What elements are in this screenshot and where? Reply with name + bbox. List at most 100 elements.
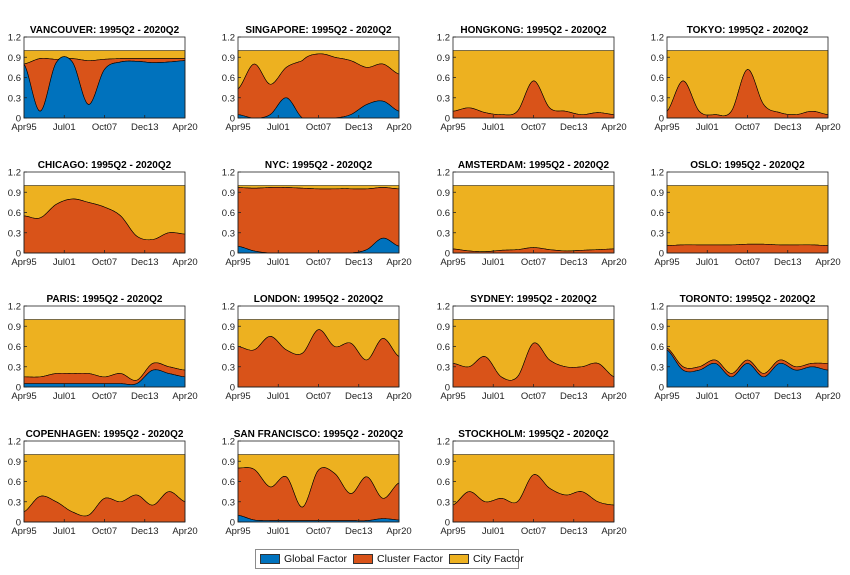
panel-11: 0 0.3 0.6 0.9 1.2 Apr95 Jul01 Oct07 Dec13 Apr20 SY… — [437, 294, 627, 402]
panel-6-xtick-label-3: Dec13 — [345, 257, 372, 268]
panel-13-xtick-label-4: Apr20 — [172, 526, 197, 537]
panel-11-title: SYDNEY: 1995Q2 - 2020Q2 — [470, 294, 597, 305]
panel-15: 0 0.3 0.6 0.9 1.2 Apr95 Jul01 Oct07 Dec13 Apr20 ST… — [437, 429, 627, 537]
panel-9-xtick-label-1: Jul01 — [53, 391, 76, 402]
panel-13-ytick-label-2: 0.6 — [8, 477, 21, 488]
panel-12-xtick-label-2: Oct07 — [735, 391, 760, 402]
panel-2-ytick-label-3: 0.9 — [222, 53, 235, 64]
panel-9-xtick-label-3: Dec13 — [131, 391, 158, 402]
panel-11-ytick-label-4: 1.2 — [437, 302, 450, 313]
panel-2-ytick-label-4: 1.2 — [222, 33, 235, 44]
panel-11-ytick-label-3: 0.9 — [437, 322, 450, 333]
panel-12-xtick-label-0: Apr95 — [654, 391, 679, 402]
legend-item-city: City Factor — [448, 553, 524, 565]
legend-label-global: Global Factor — [284, 553, 348, 565]
panel-15-xtick-label-2: Oct07 — [521, 526, 546, 537]
panel-7-xtick-label-3: Dec13 — [560, 257, 587, 268]
panel-12-global-area — [666, 349, 829, 388]
panel-4: 0 0.3 0.6 0.9 1.2 Apr95 Jul01 Oct07 Dec13 Apr20 TO… — [651, 25, 841, 133]
panel-13-xtick-label-0: Apr95 — [11, 526, 36, 537]
panel-6-ytick-label-1: 0.3 — [222, 228, 235, 239]
panel-8-title: OSLO: 1995Q2 - 2020Q2 — [690, 160, 805, 171]
panel-3-xtick-label-2: Oct07 — [521, 122, 546, 133]
panel-6-ytick-label-0: 0 — [230, 249, 235, 260]
panel-2-ytick-label-2: 0.6 — [222, 73, 235, 84]
panel-8-xtick-label-2: Oct07 — [735, 257, 760, 268]
panel-13-ytick-label-4: 1.2 — [8, 437, 21, 448]
panel-6-ytick-label-4: 1.2 — [222, 168, 235, 179]
panel-7: 0 0.3 0.6 0.9 1.2 Apr95 Jul01 Oct07 Dec13 Apr20 AM… — [437, 160, 627, 268]
panel-12: 0 0.3 0.6 0.9 1.2 Apr95 Jul01 Oct07 Dec13 Apr20 TO… — [651, 294, 841, 402]
panel-1-xtick-label-3: Dec13 — [131, 122, 158, 133]
panel-10-ytick-label-1: 0.3 — [222, 362, 235, 373]
panel-3-xtick-label-1: Jul01 — [482, 122, 505, 133]
panel-5-xtick-label-2: Oct07 — [92, 257, 117, 268]
panel-5-ytick-label-0: 0 — [16, 249, 21, 260]
panel-15-ytick-label-4: 1.2 — [437, 437, 450, 448]
panel-10-xtick-label-3: Dec13 — [345, 391, 372, 402]
panel-4-title: TOKYO: 1995Q2 - 2020Q2 — [687, 25, 809, 36]
legend-swatch-cluster — [353, 554, 374, 564]
panel-14-ytick-label-4: 1.2 — [222, 437, 235, 448]
panel-4-xtick-label-0: Apr95 — [654, 122, 679, 133]
panel-12-ytick-label-1: 0.3 — [651, 362, 664, 373]
panel-8-ytick-label-4: 1.2 — [651, 168, 664, 179]
panel-1-ytick-label-0: 0 — [16, 114, 21, 125]
panel-11-ytick-label-0: 0 — [445, 383, 450, 394]
panel-15-ytick-label-2: 0.6 — [437, 477, 450, 488]
panel-3-ytick-label-3: 0.9 — [437, 53, 450, 64]
panel-9-xtick-label-0: Apr95 — [11, 391, 36, 402]
panel-1-xtick-label-1: Jul01 — [53, 122, 76, 133]
panel-3: 0 0.3 0.6 0.9 1.2 Apr95 Jul01 Oct07 Dec13 Apr20 HO… — [437, 25, 627, 133]
panel-10-xtick-label-2: Oct07 — [306, 391, 331, 402]
panel-13-ytick-label-1: 0.3 — [8, 497, 21, 508]
panel-1: 0 0.3 0.6 0.9 1.2 Apr95 Jul01 Oct07 Dec13 Apr20 VA… — [8, 25, 198, 133]
panel-5-xtick-label-1: Jul01 — [53, 257, 76, 268]
panel-2-ytick-label-1: 0.3 — [222, 93, 235, 104]
panel-8: 0 0.3 0.6 0.9 1.2 Apr95 Jul01 Oct07 Dec13 Apr20 OS… — [651, 160, 841, 268]
panel-10-ytick-label-0: 0 — [230, 383, 235, 394]
panel-7-ytick-label-4: 1.2 — [437, 168, 450, 179]
panel-8-ytick-label-2: 0.6 — [651, 208, 664, 219]
panel-7-city-area — [452, 185, 615, 252]
panel-8-city-area — [666, 185, 829, 246]
panel-4-ytick-label-1: 0.3 — [651, 93, 664, 104]
panel-4-xtick-label-2: Oct07 — [735, 122, 760, 133]
panel-1-ytick-label-4: 1.2 — [8, 33, 21, 44]
panel-9-ytick-label-2: 0.6 — [8, 342, 21, 353]
panel-3-title: HONGKONG: 1995Q2 - 2020Q2 — [460, 25, 607, 36]
panel-12-xtick-label-4: Apr20 — [815, 391, 840, 402]
panel-14-xtick-label-0: Apr95 — [225, 526, 250, 537]
panel-15-xtick-label-4: Apr20 — [601, 526, 626, 537]
panel-2-ytick-label-0: 0 — [230, 114, 235, 125]
panel-7-xtick-label-4: Apr20 — [601, 257, 626, 268]
panel-1-title: VANCOUVER: 1995Q2 - 2020Q2 — [30, 25, 180, 36]
panel-10: 0 0.3 0.6 0.9 1.2 Apr95 Jul01 Oct07 Dec13 Apr20 LO… — [222, 294, 412, 402]
panel-7-ytick-label-3: 0.9 — [437, 188, 450, 199]
legend: Global Factor Cluster Factor City Factor — [255, 549, 524, 569]
panel-6-ytick-label-3: 0.9 — [222, 188, 235, 199]
panel-15-ytick-label-1: 0.3 — [437, 497, 450, 508]
panel-10-ytick-label-3: 0.9 — [222, 322, 235, 333]
panel-2-title: SINGAPORE: 1995Q2 - 2020Q2 — [245, 25, 392, 36]
panel-5-ytick-label-4: 1.2 — [8, 168, 21, 179]
panel-5-ytick-label-2: 0.6 — [8, 208, 21, 219]
panel-9-xtick-label-2: Oct07 — [92, 391, 117, 402]
panel-9: 0 0.3 0.6 0.9 1.2 Apr95 Jul01 Oct07 Dec13 Apr20 PA… — [8, 294, 198, 402]
panel-10-title: LONDON: 1995Q2 - 2020Q2 — [254, 294, 384, 305]
panel-10-ytick-label-2: 0.6 — [222, 342, 235, 353]
legend-label-cluster: Cluster Factor — [377, 553, 443, 565]
panel-10-xtick-label-0: Apr95 — [225, 391, 250, 402]
panel-2-xtick-label-3: Dec13 — [345, 122, 372, 133]
panel-15-xtick-label-0: Apr95 — [440, 526, 465, 537]
panel-2-xtick-label-1: Jul01 — [267, 122, 290, 133]
panel-5-ytick-label-3: 0.9 — [8, 188, 21, 199]
panel-12-xtick-label-3: Dec13 — [774, 391, 801, 402]
panel-13-xtick-label-2: Oct07 — [92, 526, 117, 537]
panel-14-title: SAN FRANCISCO: 1995Q2 - 2020Q2 — [234, 429, 404, 440]
panel-3-xtick-label-3: Dec13 — [560, 122, 587, 133]
panel-12-title: TORONTO: 1995Q2 - 2020Q2 — [680, 294, 816, 305]
panel-15-xtick-label-3: Dec13 — [560, 526, 587, 537]
panel-9-xtick-label-4: Apr20 — [172, 391, 197, 402]
panel-4-ytick-label-0: 0 — [659, 114, 664, 125]
